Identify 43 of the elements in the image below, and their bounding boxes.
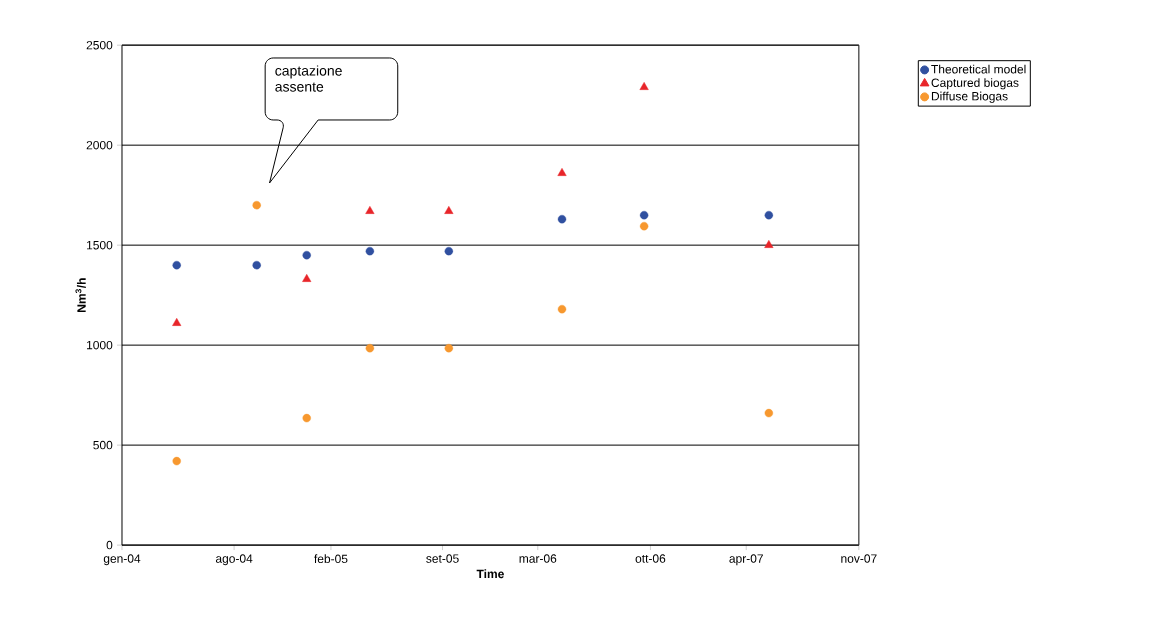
y-tick-label: 2000 xyxy=(86,140,113,150)
point xyxy=(365,343,375,353)
point xyxy=(302,250,311,260)
point xyxy=(172,456,181,466)
point xyxy=(172,260,181,270)
point xyxy=(557,167,567,176)
y-axis-title: Nm$^{3}$/h xyxy=(75,278,86,312)
legend-label: Diffuse Biogas xyxy=(931,91,1008,103)
point xyxy=(639,221,649,231)
point xyxy=(444,205,454,214)
point xyxy=(444,343,454,353)
point xyxy=(172,317,182,326)
x-tick-label: nov-07 xyxy=(841,554,877,563)
point xyxy=(639,210,649,220)
annotation: captazione assente xyxy=(275,65,342,92)
x-tick-label: set-05 xyxy=(426,554,459,563)
legend-label: Theoretical model xyxy=(931,64,1026,74)
x-axis-title: Time xyxy=(476,569,504,579)
y-tick-label: 500 xyxy=(93,440,113,450)
point xyxy=(302,273,312,282)
y-tick-label: 0 xyxy=(106,540,113,550)
y-tick-label: 1000 xyxy=(87,340,113,350)
x-tick-label: ago-04 xyxy=(215,554,253,566)
x-tick-label: apr-07 xyxy=(729,554,763,566)
point xyxy=(557,304,567,314)
legend-label: Captured biogas xyxy=(931,78,1019,90)
point xyxy=(365,205,375,214)
point xyxy=(252,260,261,270)
point xyxy=(764,239,774,248)
point xyxy=(444,246,454,256)
point xyxy=(302,413,311,423)
point xyxy=(639,81,649,90)
x-tick-label: ott-06 xyxy=(635,554,666,563)
point xyxy=(764,408,774,418)
x-tick-label: mar-06 xyxy=(519,554,557,563)
x-tick-label: feb-05 xyxy=(314,554,348,564)
point xyxy=(365,246,375,256)
y-tick-label: 1500 xyxy=(87,240,113,250)
point xyxy=(252,200,261,210)
y-tick-label: 2500 xyxy=(86,40,113,50)
point xyxy=(557,214,567,224)
x-tick-label: gen-04 xyxy=(103,554,141,566)
point xyxy=(764,210,774,220)
